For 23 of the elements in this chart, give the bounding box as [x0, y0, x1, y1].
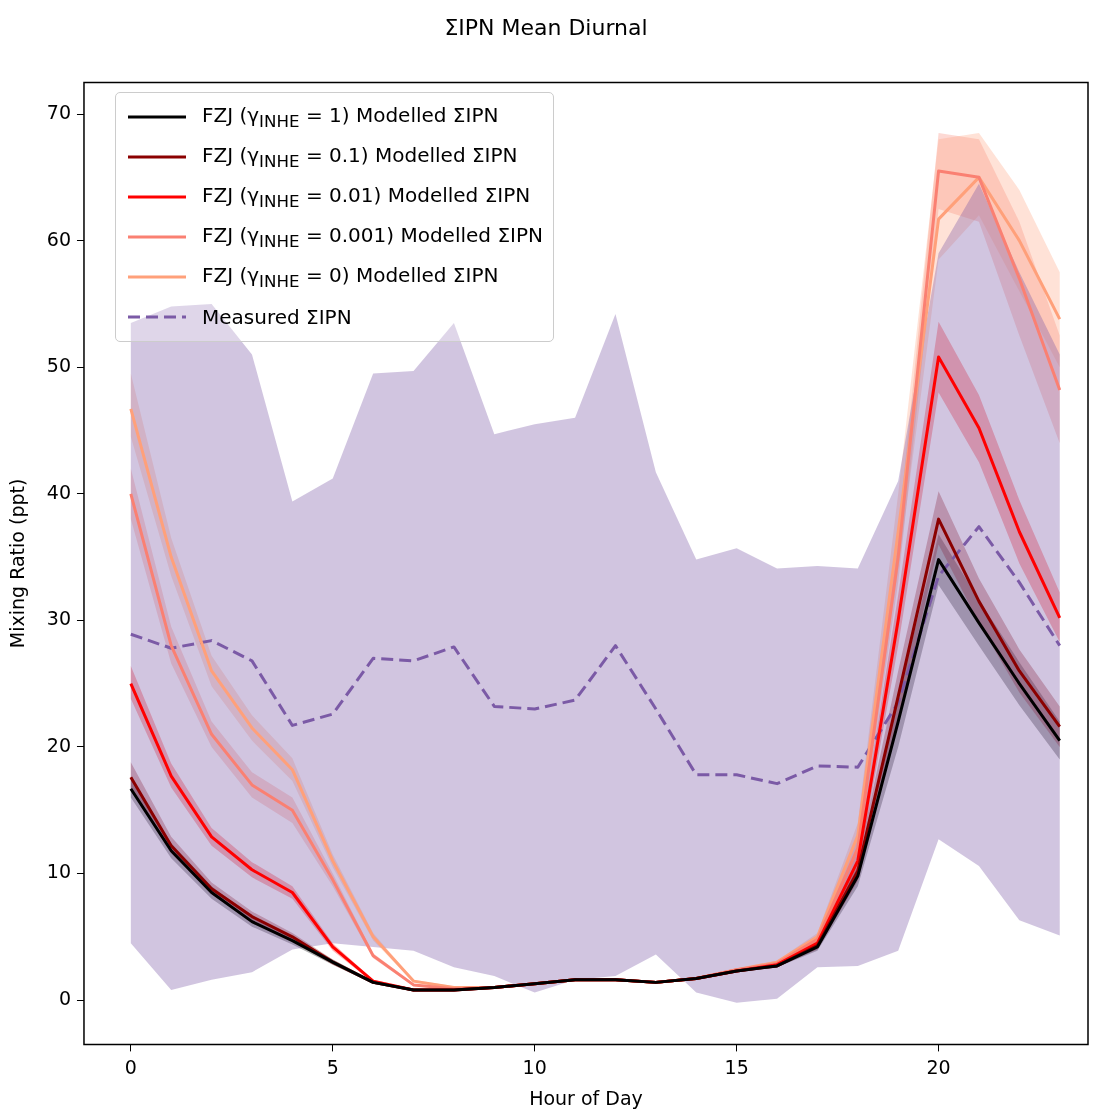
- y-tick-label: 0: [58, 987, 71, 1010]
- x-tick-label: 5: [326, 1055, 339, 1078]
- legend-label: FZJ (γ$_{INHE}$ = 0.1) Modelled ΣIPN: [202, 143, 518, 171]
- x-tick-label: 0: [124, 1055, 137, 1078]
- legend-label: FZJ (γ$_{INHE}$ = 0.001) Modelled ΣIPN: [202, 223, 543, 251]
- y-tick-label: 20: [46, 733, 71, 756]
- y-tick-label: 60: [46, 227, 71, 250]
- x-tick-label: 20: [926, 1055, 951, 1078]
- y-axis-title: Mixing Ratio (ppt): [6, 478, 29, 649]
- legend-label: Measured ΣIPN: [202, 305, 352, 329]
- legend-label: FZJ (γ$_{INHE}$ = 0.01) Modelled ΣIPN: [202, 183, 531, 211]
- y-tick-label: 10: [46, 860, 71, 883]
- y-tick-label: 40: [46, 480, 71, 503]
- x-tick-label: 15: [724, 1055, 749, 1078]
- legend-label: FZJ (γ$_{INHE}$ = 1) Modelled ΣIPN: [202, 103, 499, 131]
- legend-label: FZJ (γ$_{INHE}$ = 0) Modelled ΣIPN: [202, 263, 499, 291]
- chart-title: ΣIPN Mean Diurnal: [444, 14, 648, 40]
- line-series: [129, 525, 1062, 786]
- y-tick-label: 70: [46, 100, 71, 123]
- y-tick-label: 50: [46, 354, 71, 377]
- y-tick-label: 30: [46, 607, 71, 630]
- x-axis-title: Hour of Day: [529, 1086, 643, 1109]
- x-tick-label: 10: [522, 1055, 547, 1078]
